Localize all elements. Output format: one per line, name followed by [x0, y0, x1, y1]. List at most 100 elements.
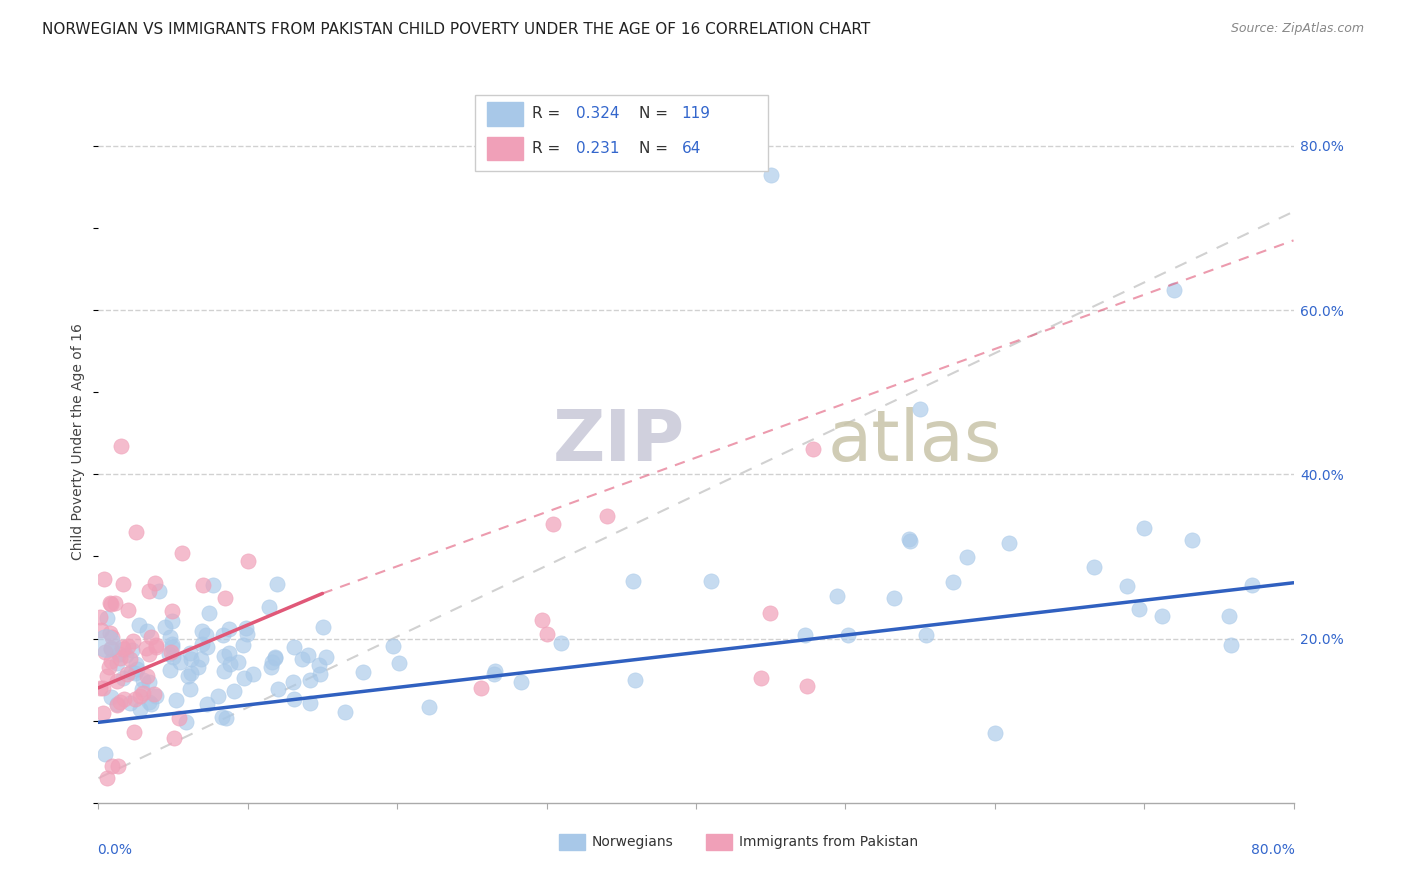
- Norwegians: [179, 646, 201, 660]
- Immigrants from Pakistan: [121, 633, 143, 648]
- Norwegians: [105, 656, 128, 670]
- Immigrants from Pakistan: [470, 681, 492, 695]
- Immigrants from Pakistan: [105, 673, 128, 688]
- Norwegians: [352, 665, 374, 680]
- Immigrants from Pakistan: [89, 681, 111, 696]
- Text: N =: N =: [638, 141, 668, 156]
- Text: ZIP: ZIP: [553, 407, 685, 476]
- Norwegians: [308, 657, 330, 672]
- Norwegians: [315, 649, 337, 664]
- Norwegians: [897, 533, 920, 547]
- Norwegians: [236, 627, 259, 641]
- Norwegians: [281, 674, 304, 689]
- Norwegians: [257, 599, 280, 614]
- Norwegians: [825, 590, 848, 604]
- Point: [94, 636, 117, 650]
- Norwegians: [212, 649, 235, 664]
- Norwegians: [260, 655, 283, 669]
- Norwegians: [297, 648, 319, 662]
- Immigrants from Pakistan: [135, 640, 157, 655]
- Norwegians: [218, 646, 240, 660]
- Immigrants from Pakistan: [167, 711, 190, 725]
- Norwegians: [259, 660, 281, 674]
- Norwegians: [159, 664, 181, 678]
- Immigrants from Pakistan: [536, 627, 558, 641]
- Immigrants from Pakistan: [115, 666, 138, 681]
- Immigrants from Pakistan: [145, 640, 167, 654]
- Norwegians: [219, 657, 242, 672]
- Immigrants from Pakistan: [91, 706, 114, 721]
- Immigrants from Pakistan: [101, 759, 124, 773]
- Immigrants from Pakistan: [759, 606, 782, 620]
- Y-axis label: Child Poverty Under the Age of 16: Child Poverty Under the Age of 16: [72, 323, 86, 560]
- Norwegians: [201, 578, 224, 592]
- Norwegians: [299, 673, 322, 687]
- Norwegians: [169, 655, 191, 669]
- Norwegians: [118, 696, 141, 710]
- Immigrants from Pakistan: [135, 669, 157, 683]
- Norwegians: [1219, 639, 1241, 653]
- Immigrants from Pakistan: [107, 759, 129, 773]
- Norwegians: [131, 673, 153, 687]
- Immigrants from Pakistan: [128, 690, 150, 704]
- Norwegians: [211, 710, 233, 724]
- Norwegians: [837, 628, 859, 642]
- Immigrants from Pakistan: [98, 660, 121, 674]
- Norwegians: [138, 695, 160, 709]
- Norwegians: [308, 667, 330, 681]
- Norwegians: [382, 639, 405, 653]
- Immigrants from Pakistan: [214, 591, 236, 605]
- Norwegians: [759, 168, 782, 182]
- Norwegians: [162, 614, 184, 628]
- Norwegians: [1240, 577, 1263, 591]
- Norwegians: [418, 700, 440, 714]
- Norwegians: [111, 671, 134, 685]
- Bar: [558, 834, 585, 850]
- Immigrants from Pakistan: [91, 681, 114, 695]
- Norwegians: [700, 574, 723, 589]
- Immigrants from Pakistan: [124, 725, 146, 739]
- Immigrants from Pakistan: [117, 603, 139, 617]
- Immigrants from Pakistan: [145, 638, 167, 652]
- Immigrants from Pakistan: [101, 630, 124, 644]
- Text: R =: R =: [533, 106, 561, 121]
- Immigrants from Pakistan: [96, 771, 118, 785]
- Norwegians: [121, 642, 143, 657]
- Immigrants from Pakistan: [531, 613, 554, 627]
- Text: Source: ZipAtlas.com: Source: ZipAtlas.com: [1230, 22, 1364, 36]
- Norwegians: [125, 662, 148, 676]
- Norwegians: [108, 647, 131, 661]
- Norwegians: [136, 624, 159, 638]
- Norwegians: [179, 681, 201, 696]
- Immigrants from Pakistan: [108, 651, 131, 665]
- Immigrants from Pakistan: [125, 524, 148, 539]
- Norwegians: [124, 657, 146, 671]
- Text: atlas: atlas: [827, 407, 1002, 476]
- Norwegians: [263, 651, 285, 665]
- Text: NORWEGIAN VS IMMIGRANTS FROM PAKISTAN CHILD POVERTY UNDER THE AGE OF 16 CORRELAT: NORWEGIAN VS IMMIGRANTS FROM PAKISTAN CH…: [42, 22, 870, 37]
- Immigrants from Pakistan: [93, 573, 115, 587]
- Norwegians: [242, 667, 264, 681]
- Immigrants from Pakistan: [98, 625, 121, 640]
- Immigrants from Pakistan: [796, 680, 818, 694]
- Norwegians: [218, 623, 240, 637]
- Norwegians: [942, 575, 965, 590]
- Norwegians: [984, 726, 1007, 740]
- Immigrants from Pakistan: [138, 584, 160, 599]
- Text: 0.231: 0.231: [576, 141, 620, 156]
- Norwegians: [1181, 533, 1204, 547]
- Immigrants from Pakistan: [117, 639, 139, 653]
- Norwegians: [145, 689, 167, 703]
- Norwegians: [621, 574, 644, 589]
- Immigrants from Pakistan: [138, 647, 160, 661]
- Text: 80.0%: 80.0%: [1251, 843, 1295, 856]
- Immigrants from Pakistan: [170, 546, 193, 560]
- Immigrants from Pakistan: [141, 631, 163, 645]
- Norwegians: [283, 640, 305, 654]
- Immigrants from Pakistan: [103, 596, 125, 610]
- Norwegians: [180, 665, 202, 680]
- Immigrants from Pakistan: [143, 576, 166, 591]
- Norwegians: [177, 669, 200, 683]
- Norwegians: [298, 696, 321, 710]
- Immigrants from Pakistan: [111, 641, 134, 656]
